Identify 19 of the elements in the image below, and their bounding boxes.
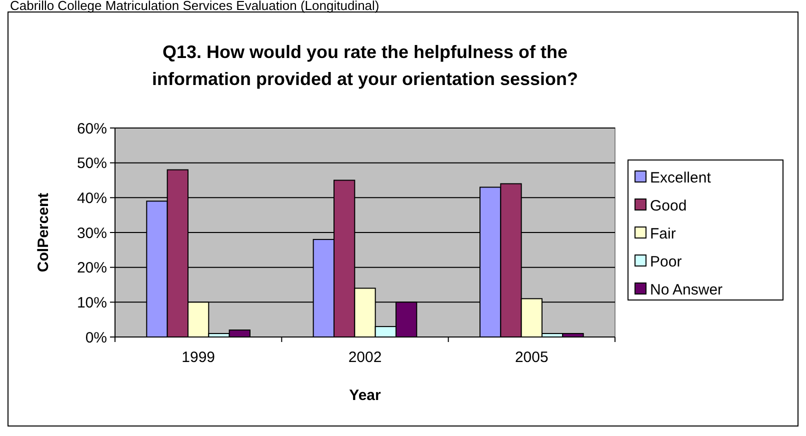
- y-tick-label: 60%: [76, 120, 107, 138]
- legend-label: Excellent: [650, 169, 712, 186]
- text: Cabrillo College Matriculation Services Evaluation (Longitudinal): [10, 0, 380, 13]
- legend-label: No Answer: [650, 281, 723, 298]
- y-tick-label: 10%: [76, 294, 107, 312]
- chart-title: Q13. How would you rate the helpfulness of the information provided at your orientation session?: [152, 42, 578, 89]
- x-tick-label: 1999: [182, 349, 216, 366]
- y-tick-label: 20%: [76, 260, 107, 277]
- x-tick-label: 2005: [514, 349, 548, 366]
- y-tick-label: 0%: [85, 329, 107, 346]
- legend-label: Good: [650, 197, 687, 214]
- legend-label: Poor: [650, 253, 682, 270]
- x-axis-title: Year: [349, 387, 382, 404]
- y-tick-label: 40%: [76, 190, 107, 207]
- legend-label: Fair: [650, 225, 676, 242]
- y-tick-label: 50%: [76, 155, 107, 172]
- x-tick-label: 2002: [348, 349, 382, 366]
- y-axis-title: ColPercent: [35, 192, 52, 272]
- y-tick-label: 30%: [76, 224, 107, 242]
